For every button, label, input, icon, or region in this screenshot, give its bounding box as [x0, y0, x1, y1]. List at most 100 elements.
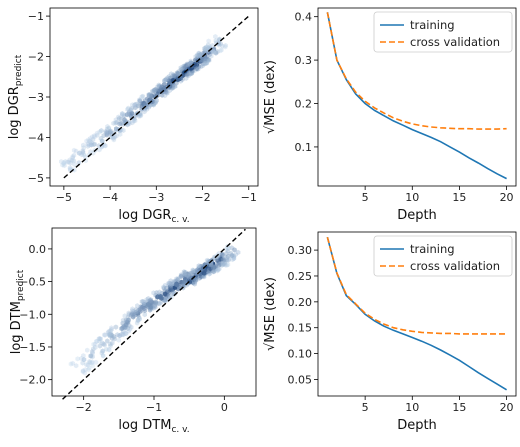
density-hex: [94, 130, 100, 136]
density-hex: [138, 112, 144, 118]
density-hex: [89, 140, 94, 146]
density-hex: [98, 128, 104, 134]
y-tick-label: 0.15: [288, 322, 313, 335]
density-hex: [97, 336, 102, 342]
y-axis-label: √MSE (dex): [263, 60, 278, 134]
density-hex: [65, 159, 70, 165]
density-hex: [202, 60, 208, 67]
density-hex: [222, 261, 227, 267]
density-hex: [132, 102, 137, 108]
density-hex: [107, 331, 113, 337]
density-hex: [157, 300, 163, 307]
density-hex: [224, 255, 230, 261]
density-hex: [114, 126, 119, 132]
density-hex: [221, 257, 226, 263]
density-hex: [204, 44, 210, 50]
density-hex: [198, 64, 204, 70]
density-hex: [215, 253, 220, 260]
density-hex: [116, 114, 121, 120]
density-hex: [232, 247, 237, 253]
density-hex: [217, 37, 222, 43]
legend-entry: training: [410, 18, 455, 32]
density-hex: [102, 342, 107, 348]
density-hex: [62, 162, 67, 169]
density-hex: [59, 159, 64, 165]
density-hex: [220, 43, 225, 49]
density-hex: [203, 46, 208, 53]
density-hex: [69, 157, 75, 163]
density-hex: [73, 363, 79, 369]
y-axis-label: log DTMpredict: [9, 269, 26, 354]
density-hex: [106, 347, 112, 353]
density-hex: [145, 301, 151, 308]
density-hex: [92, 134, 97, 140]
y-tick-label: 0.1: [295, 141, 313, 154]
density-hex: [179, 66, 184, 72]
density-hex: [97, 129, 103, 135]
density-hex: [90, 363, 95, 369]
density-hex: [76, 160, 81, 166]
density-hex: [109, 325, 114, 331]
density-hex: [225, 262, 231, 268]
y-tick-label: −5: [28, 172, 44, 185]
density-hex: [104, 132, 110, 138]
y-tick-label: −1.5: [19, 341, 46, 354]
density-hex: [210, 49, 216, 55]
hexbin-density: [59, 34, 228, 173]
x-tick-label: 5: [362, 401, 369, 414]
density-hex: [72, 167, 77, 173]
density-hex: [129, 312, 134, 318]
density-hex: [202, 45, 207, 52]
density-hex: [88, 149, 93, 155]
density-hex: [105, 330, 111, 336]
density-hex: [203, 58, 208, 64]
density-hex: [77, 150, 82, 156]
density-hex: [79, 355, 84, 362]
density-hex: [190, 270, 195, 276]
legend-entry: cross validation: [410, 259, 500, 273]
density-hex: [106, 328, 112, 334]
density-hex: [80, 368, 86, 374]
density-hex: [97, 147, 102, 153]
density-hex: [204, 257, 210, 263]
legend-box: [373, 235, 513, 277]
legend-entry: cross validation: [410, 35, 500, 49]
density-hex: [79, 152, 84, 158]
density-hex: [105, 338, 110, 344]
density-hex: [128, 107, 134, 113]
y-tick-label: −3: [28, 91, 44, 104]
density-hex: [130, 308, 135, 314]
density-hex: [93, 359, 99, 365]
density-hex: [130, 120, 135, 126]
density-hex: [92, 133, 97, 139]
density-hex: [95, 132, 100, 138]
density-hex: [141, 306, 147, 312]
density-hex: [77, 150, 82, 156]
density-hex: [226, 253, 231, 259]
x-tick-label: −3: [148, 191, 164, 204]
chart-panel-bottom-left: −2 −1 0 −2.0 −1.5 −1.0 −0.5 0.0 log DTMc. v. log …: [9, 227, 257, 435]
density-hex: [141, 299, 147, 305]
x-tick-label: −1: [146, 401, 162, 414]
density-hex: [87, 138, 92, 144]
density-hex: [148, 298, 153, 304]
x-tick-label: 5: [362, 191, 369, 204]
density-hex: [219, 47, 224, 53]
density-hex: [215, 268, 220, 274]
density-hex: [88, 353, 94, 359]
density-hex: [76, 160, 82, 166]
density-hex: [83, 367, 88, 373]
density-hex: [88, 353, 93, 359]
density-hex: [224, 262, 229, 268]
density-hex: [87, 142, 92, 148]
density-hex: [104, 346, 109, 352]
density-hex: [60, 162, 65, 168]
density-hex: [193, 54, 198, 60]
density-hex: [84, 362, 89, 368]
density-hex: [87, 139, 93, 145]
x-tick-label: −4: [102, 191, 118, 204]
density-hex: [190, 267, 196, 273]
density-hex: [209, 53, 214, 59]
density-hex: [126, 328, 131, 334]
x-tick-label: 0: [221, 401, 228, 414]
